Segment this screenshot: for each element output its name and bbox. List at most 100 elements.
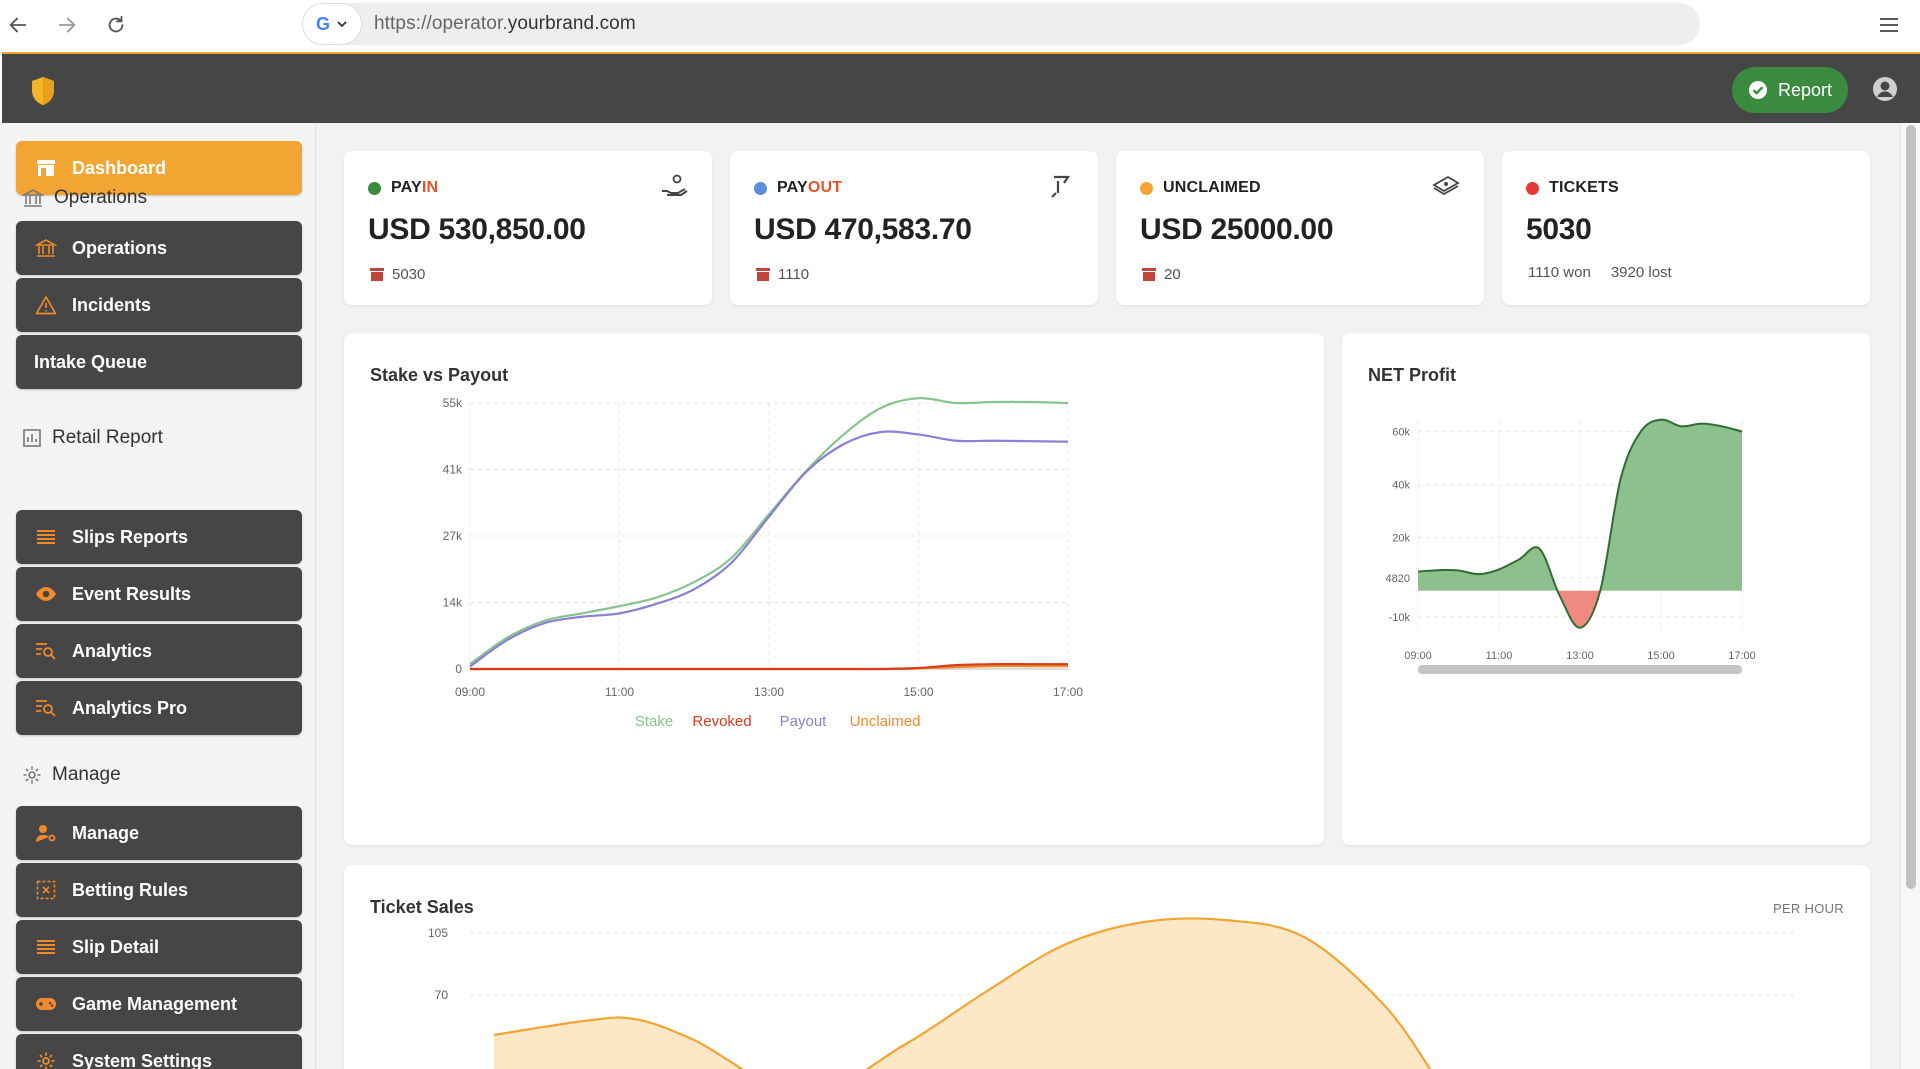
hand-coin-icon: [660, 173, 688, 206]
page-scrollbar[interactable]: [1900, 123, 1920, 1069]
stake-vs-payout-card: Stake vs Payout 0 14k 27k 41k 55k 09:00 11:00 1…: [344, 333, 1324, 845]
shield-logo-icon[interactable]: [30, 76, 56, 111]
series-line-payout: [469, 430, 1069, 668]
url-text: https://operator.yourbrand.com: [374, 13, 636, 34]
chart-title: Stake vs Payout: [370, 365, 509, 385]
legend-stake: Stake: [635, 713, 673, 730]
user-avatar-icon[interactable]: [1872, 76, 1898, 107]
section-manage: Manage: [22, 764, 121, 786]
y-tick-label: 60k: [1392, 427, 1410, 439]
search-engine-chip[interactable]: G: [302, 3, 362, 45]
net-profit-card: NET Profit -10k 4820 20k 40k 60k 09:00 11:00 13…: [1342, 333, 1870, 845]
report-chart-icon: [23, 429, 41, 447]
kpi-sub: 1110 won 3920 lost: [1528, 264, 1672, 281]
sidebar-item-incidents[interactable]: Incidents: [16, 278, 302, 332]
sidebar-item-system-settings[interactable]: System Settings: [16, 1034, 302, 1069]
sidebar-item-label: Analytics Pro: [72, 697, 188, 718]
app-header: Report: [2, 52, 1920, 123]
kpi-value: 5030: [1526, 213, 1592, 246]
report-button[interactable]: Report: [1732, 67, 1848, 113]
sidebar-item-dashboard[interactable]: Dashboard: [16, 141, 302, 195]
kpi-card-unclaimed: UNCLAIMED USD 25000.00 20: [1116, 151, 1484, 305]
ticket-sales-area: [494, 918, 1430, 1069]
x-tick-label: 15:00: [1647, 650, 1675, 662]
y-tick-label: 4820: [1386, 573, 1410, 585]
kpi-card-payin: PAYIN USD 530,850.00 5030: [344, 151, 712, 305]
sidebar-item-operations[interactable]: Operations: [16, 221, 302, 275]
tickets-won: 1110 won: [1528, 264, 1591, 281]
sidebar: Dashboard Operations Operations Incident…: [0, 123, 316, 1069]
hand-money-icon: [1048, 173, 1074, 204]
gear-icon: [34, 1049, 58, 1069]
kpi-value: USD 530,850.00: [368, 213, 586, 246]
browser-toolbar: G https://operator.yourbrand.com: [0, 0, 1920, 52]
main-content: PAYIN USD 530,850.00 5030 PAYOUT USD 470…: [316, 123, 1900, 1069]
y-tick-label: 20k: [1392, 533, 1410, 545]
y-tick-label: -10k: [1389, 612, 1411, 624]
chart-scrollbar: [1418, 665, 1742, 674]
status-dot: [1140, 181, 1153, 195]
report-label: Report: [1777, 79, 1833, 100]
ticket-sales-line: [493, 917, 1432, 1069]
chart-title: Ticket Sales: [370, 897, 474, 917]
sidebar-item-slip-detail[interactable]: Slip Detail: [16, 920, 302, 974]
address-bar[interactable]: G https://operator.yourbrand.com: [302, 3, 1700, 45]
series-line-stake: [469, 397, 1069, 666]
sidebar-item-label: Manage: [72, 822, 140, 843]
chart-subtitle: PER HOUR: [1772, 901, 1844, 916]
sidebar-item-betting-rules[interactable]: Betting Rules: [16, 863, 302, 917]
menu-icon[interactable]: [1876, 12, 1902, 38]
kpi-label: PAYOUT: [754, 179, 842, 197]
chart-title: NET Profit: [1368, 365, 1456, 385]
kpi-value: USD 470,583.70: [754, 213, 972, 246]
sidebar-item-label: Incidents: [72, 294, 152, 315]
reload-icon[interactable]: [101, 10, 131, 40]
y-tick-label: 41k: [443, 463, 463, 477]
y-tick-label: 105: [428, 926, 448, 940]
ticket-sales-card: Ticket Sales PER HOUR 70 105: [344, 865, 1870, 1069]
legend-unclaimed: Unclaimed: [850, 713, 921, 730]
y-tick-label: 55k: [443, 396, 463, 410]
legend-revoked: Revoked: [692, 713, 751, 730]
sidebar-item-intake-queue[interactable]: Intake Queue: [16, 335, 302, 389]
gamepad-icon: [34, 992, 58, 1016]
money-stack-icon: [1432, 173, 1460, 200]
kpi-label: TICKETS: [1526, 179, 1619, 197]
x-tick-label: 09:00: [1404, 650, 1432, 662]
net-positive-area: [1418, 419, 1742, 591]
store-icon: [34, 156, 58, 180]
back-arrow-icon[interactable]: [3, 10, 33, 40]
net-profit-chart: -10k 4820 20k 40k 60k 09:00 11:00 13:00 15:00 17:…: [1386, 418, 1756, 674]
sidebar-item-event-results[interactable]: Event Results: [16, 567, 302, 621]
kpi-label: UNCLAIMED: [1140, 179, 1261, 197]
scrollbar-thumb[interactable]: [1906, 125, 1916, 889]
status-dot: [368, 181, 381, 195]
sidebar-item-analytics[interactable]: Analytics: [16, 624, 302, 678]
search-list-icon: [34, 639, 58, 663]
legend-payout: Payout: [780, 713, 828, 730]
list-icon: [34, 935, 58, 959]
store-icon: [756, 268, 770, 281]
y-tick-label: 70: [435, 988, 449, 1002]
bank-icon: [34, 236, 58, 260]
sidebar-item-label: Event Results: [72, 583, 192, 604]
sidebar-item-game-management[interactable]: Game Management: [16, 977, 302, 1031]
ticket-sales-chart: 70 105: [428, 917, 1796, 1069]
y-tick-label: 40k: [1392, 480, 1410, 492]
x-tick-label: 13:00: [754, 685, 784, 699]
sidebar-item-label: Betting Rules: [72, 879, 189, 900]
sidebar-item-manage[interactable]: Manage: [16, 806, 302, 860]
x-tick-label: 13:00: [1566, 650, 1594, 662]
sidebar-item-label: Game Management: [72, 993, 238, 1014]
store-icon: [1142, 268, 1156, 281]
sidebar-item-slips-reports[interactable]: Slips Reports: [16, 510, 302, 564]
kpi-sub: 5030: [370, 266, 425, 283]
sidebar-item-analytics-pro[interactable]: Analytics Pro: [16, 681, 302, 735]
sidebar-item-label: Analytics: [72, 640, 153, 661]
store-icon: [370, 268, 384, 281]
dashed-box-x-icon: [34, 878, 58, 902]
forward-arrow-icon[interactable]: [52, 10, 82, 40]
y-tick-label: 27k: [443, 529, 463, 543]
kpi-sub: 20: [1142, 266, 1181, 283]
x-tick-label: 15:00: [903, 685, 933, 699]
